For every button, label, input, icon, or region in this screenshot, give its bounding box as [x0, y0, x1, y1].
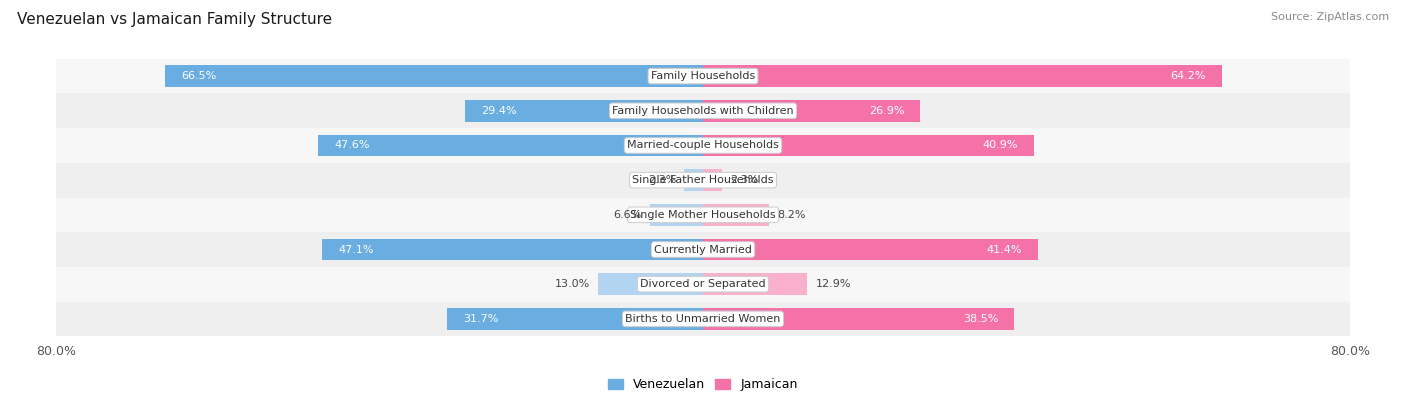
Text: 40.9%: 40.9%: [981, 141, 1018, 150]
Bar: [703, 308, 1014, 330]
Bar: [703, 273, 807, 295]
Text: 8.2%: 8.2%: [778, 210, 806, 220]
Bar: [56, 232, 1350, 267]
Bar: [703, 204, 769, 226]
Bar: [703, 169, 721, 191]
Text: 2.3%: 2.3%: [648, 175, 676, 185]
Text: Currently Married: Currently Married: [654, 245, 752, 254]
Bar: [166, 65, 703, 87]
Text: 47.1%: 47.1%: [339, 245, 374, 254]
Text: Family Households with Children: Family Households with Children: [612, 106, 794, 116]
Text: 38.5%: 38.5%: [963, 314, 998, 324]
Bar: [465, 100, 703, 122]
Bar: [598, 273, 703, 295]
Text: Divorced or Separated: Divorced or Separated: [640, 279, 766, 289]
Bar: [56, 198, 1350, 232]
Text: 47.6%: 47.6%: [335, 141, 370, 150]
Legend: Venezuelan, Jamaican: Venezuelan, Jamaican: [603, 373, 803, 395]
Bar: [703, 135, 1033, 156]
Bar: [56, 267, 1350, 301]
Text: Source: ZipAtlas.com: Source: ZipAtlas.com: [1271, 12, 1389, 22]
Text: Family Households: Family Households: [651, 71, 755, 81]
Text: Venezuelan vs Jamaican Family Structure: Venezuelan vs Jamaican Family Structure: [17, 12, 332, 27]
Text: 6.6%: 6.6%: [613, 210, 641, 220]
Bar: [703, 65, 1222, 87]
Text: 26.9%: 26.9%: [869, 106, 904, 116]
Text: Single Mother Households: Single Mother Households: [630, 210, 776, 220]
Bar: [447, 308, 703, 330]
Text: Single Father Households: Single Father Households: [633, 175, 773, 185]
Text: 66.5%: 66.5%: [181, 71, 217, 81]
Bar: [56, 163, 1350, 198]
Bar: [318, 135, 703, 156]
Bar: [703, 239, 1038, 260]
Text: 2.3%: 2.3%: [730, 175, 758, 185]
Text: 64.2%: 64.2%: [1170, 71, 1206, 81]
Text: 13.0%: 13.0%: [554, 279, 591, 289]
Text: Births to Unmarried Women: Births to Unmarried Women: [626, 314, 780, 324]
Bar: [56, 301, 1350, 336]
Bar: [685, 169, 703, 191]
Bar: [322, 239, 703, 260]
Text: 29.4%: 29.4%: [481, 106, 517, 116]
Text: Married-couple Households: Married-couple Households: [627, 141, 779, 150]
Bar: [56, 128, 1350, 163]
Text: 41.4%: 41.4%: [986, 245, 1022, 254]
Bar: [650, 204, 703, 226]
Bar: [56, 94, 1350, 128]
Text: 12.9%: 12.9%: [815, 279, 851, 289]
Bar: [56, 59, 1350, 94]
Text: 31.7%: 31.7%: [463, 314, 498, 324]
Bar: [703, 100, 921, 122]
